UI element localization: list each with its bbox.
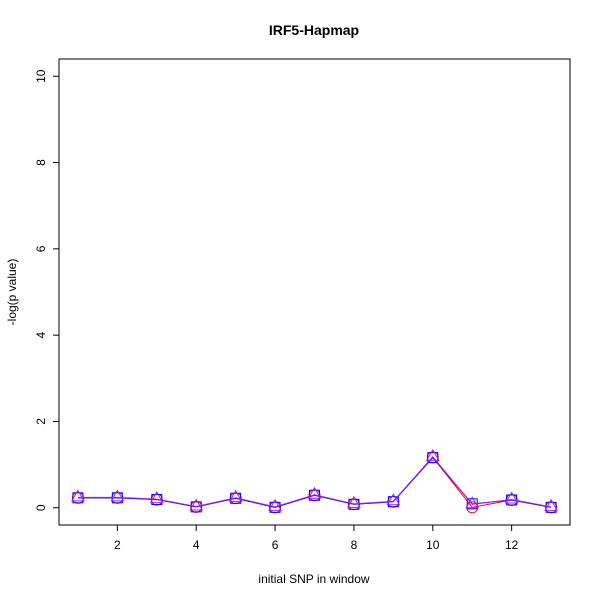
y-tick-label: 0	[34, 504, 48, 511]
data-point-square	[348, 498, 360, 510]
data-point-triangle	[110, 489, 125, 502]
x-tick-label: 8	[351, 538, 358, 552]
x-tick-label: 12	[505, 538, 519, 552]
data-point-triangle	[544, 498, 559, 511]
y-tick-label: 10	[34, 69, 48, 83]
x-tick-label: 10	[426, 538, 440, 552]
data-point-triangle	[228, 489, 243, 502]
y-tick-label: 2	[34, 418, 48, 425]
chart-title: IRF5-Hapmap	[269, 22, 359, 38]
data-point-square	[309, 489, 320, 501]
series-line-triangle	[77, 456, 552, 508]
data-point-triangle	[149, 491, 164, 504]
data-point-triangle	[386, 493, 401, 506]
data-point-triangle	[268, 498, 282, 511]
data-point-triangle	[70, 489, 85, 502]
series-layer	[70, 448, 559, 514]
data-point-triangle	[465, 496, 480, 509]
y-tick-label: 6	[34, 245, 48, 252]
x-axis: 2 4 6 8 10 12	[114, 525, 519, 552]
y-axis-label: -log(p value)	[5, 259, 19, 326]
y-tick-label: 4	[34, 331, 48, 338]
y-tick-label: 8	[34, 159, 48, 166]
data-point-triangle	[307, 486, 322, 499]
series-triangle	[70, 448, 559, 511]
data-point-triangle	[347, 495, 361, 508]
data-point-square	[269, 501, 281, 513]
series-circle	[71, 451, 558, 514]
data-point-square	[230, 492, 242, 504]
data-point-triangle	[425, 448, 440, 461]
plot-frame	[58, 58, 571, 526]
x-tick-label: 2	[114, 538, 121, 552]
data-point-square	[545, 501, 557, 513]
data-point-square	[190, 501, 202, 513]
x-tick-label: 6	[272, 538, 279, 552]
x-axis-label: initial SNP in window	[258, 572, 369, 586]
x-tick-label: 4	[193, 538, 200, 552]
data-point-triangle	[189, 498, 204, 511]
data-point-triangle	[504, 491, 519, 504]
y-axis: 0 2 4 6 8 10	[34, 69, 59, 511]
